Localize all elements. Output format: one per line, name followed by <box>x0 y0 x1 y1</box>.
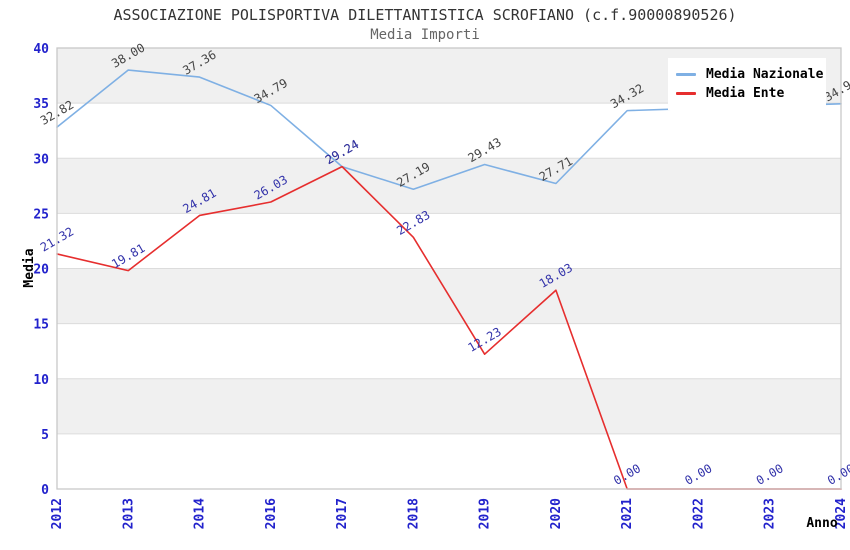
legend-label: Media Nazionale <box>706 67 824 82</box>
svg-text:2023: 2023 <box>763 498 778 529</box>
chart-title: ASSOCIAZIONE POLISPORTIVA DILETTANTISTIC… <box>113 6 737 24</box>
svg-text:0.00: 0.00 <box>611 461 643 488</box>
svg-text:5: 5 <box>41 428 49 443</box>
svg-text:0.00: 0.00 <box>682 461 714 488</box>
svg-text:2013: 2013 <box>121 498 136 529</box>
svg-text:Media: Media <box>22 248 37 287</box>
legend-label: Media Ente <box>706 86 785 101</box>
legend: Media Nazionale Media Ente <box>668 58 826 110</box>
svg-text:0.00: 0.00 <box>754 461 786 488</box>
svg-text:2012: 2012 <box>50 498 65 529</box>
svg-text:2022: 2022 <box>691 498 706 529</box>
svg-text:2018: 2018 <box>406 498 421 529</box>
svg-text:2014: 2014 <box>193 498 208 529</box>
svg-text:35: 35 <box>33 97 49 112</box>
svg-text:2024: 2024 <box>834 498 849 529</box>
svg-text:Anno: Anno <box>806 516 837 531</box>
svg-text:2019: 2019 <box>478 498 493 529</box>
svg-text:20: 20 <box>33 263 49 278</box>
svg-text:12.23: 12.23 <box>465 325 503 355</box>
svg-text:2020: 2020 <box>549 498 564 529</box>
svg-text:19.81: 19.81 <box>109 241 147 271</box>
legend-line-swatch-blue <box>676 73 696 76</box>
svg-text:0.00: 0.00 <box>825 461 850 488</box>
svg-text:2016: 2016 <box>264 498 279 529</box>
svg-text:15: 15 <box>33 318 49 333</box>
svg-text:2017: 2017 <box>335 498 350 529</box>
svg-text:30: 30 <box>33 152 49 167</box>
svg-text:40: 40 <box>33 42 49 57</box>
legend-line-swatch-red <box>676 92 696 95</box>
svg-text:25: 25 <box>33 207 49 222</box>
legend-item-media-nazionale: Media Nazionale <box>676 65 823 84</box>
legend-item-media-ente: Media Ente <box>676 84 818 103</box>
svg-text:10: 10 <box>33 373 49 388</box>
svg-text:0: 0 <box>41 483 49 498</box>
chart-subtitle: Media Importi <box>370 27 480 43</box>
svg-text:2021: 2021 <box>620 498 635 529</box>
